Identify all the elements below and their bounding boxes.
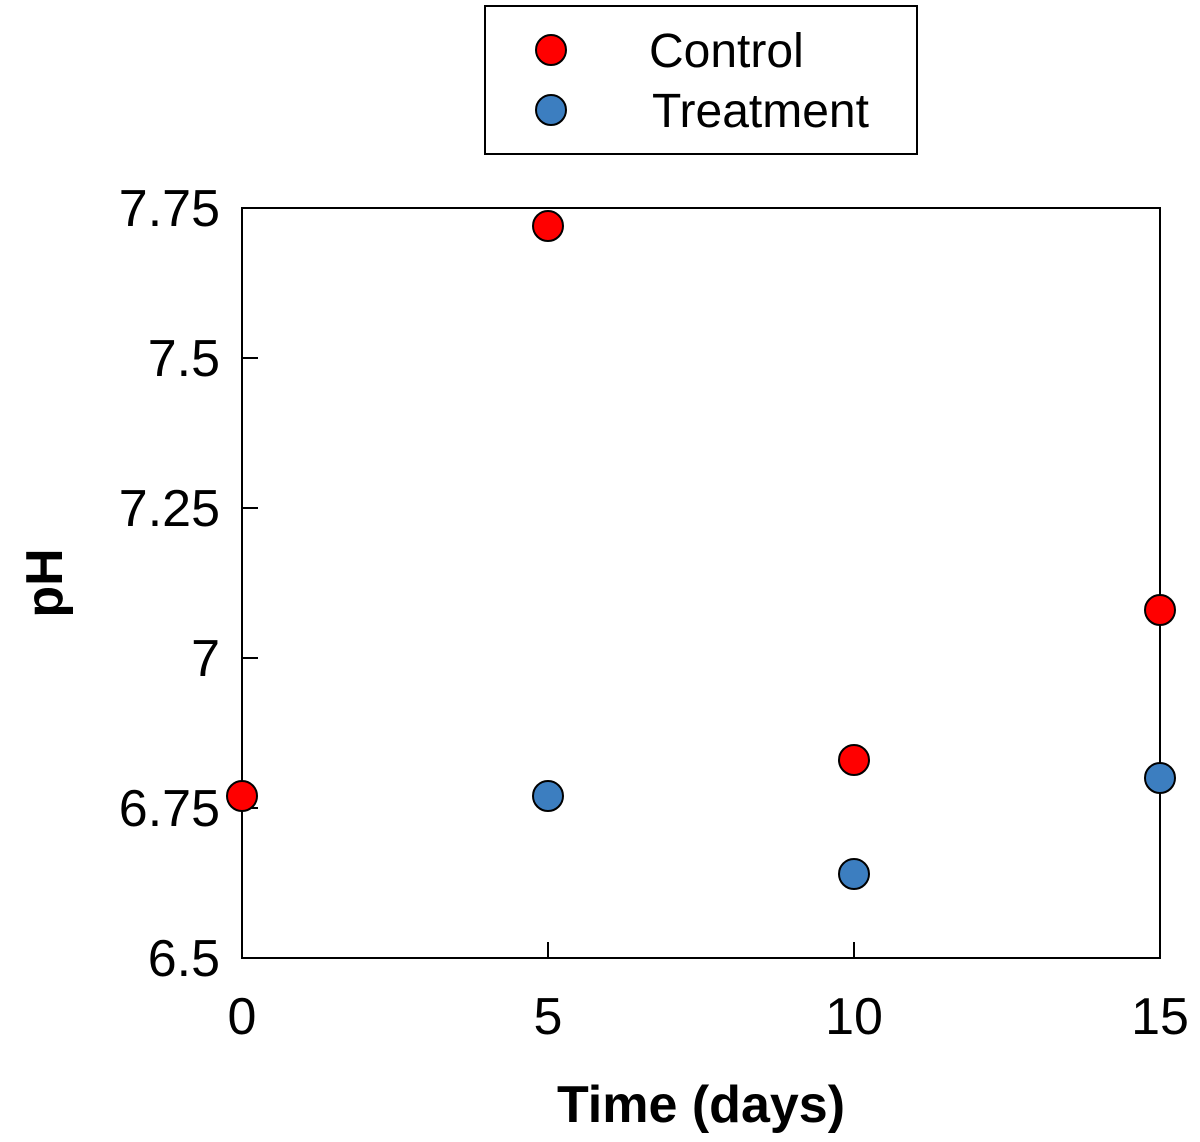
legend-marker-treatment: [535, 94, 567, 126]
legend-marker-control: [535, 34, 567, 66]
data-point-control: [532, 210, 564, 242]
x-tick-label: 10: [825, 988, 883, 1046]
data-point-treatment: [532, 780, 564, 812]
data-point-treatment: [838, 858, 870, 890]
y-axis-title: pH: [16, 548, 74, 617]
y-tick-label: 7: [191, 630, 220, 688]
y-tick-label: 6.75: [119, 780, 220, 838]
y-tick-label: 7.5: [148, 330, 220, 388]
y-tick-label: 7.25: [119, 480, 220, 538]
x-axis-title: Time (days): [557, 1076, 845, 1134]
x-tick-label: 15: [1131, 988, 1189, 1046]
legend-box: [484, 5, 918, 155]
x-tick-label: 5: [534, 988, 563, 1046]
data-point-control: [1144, 594, 1176, 626]
y-tick-label: 7.75: [119, 180, 220, 238]
y-axis: 6.5 6.75 7 7.25 7.5 7.75: [119, 180, 258, 988]
data-points: [226, 210, 1176, 890]
x-axis: 0 5 10 15: [228, 942, 1189, 1046]
x-tick-label: 0: [228, 988, 257, 1046]
plot-area-frame: [241, 207, 1161, 959]
legend-label-treatment: Treatment: [652, 85, 869, 138]
data-point-control: [226, 780, 258, 812]
data-point-control: [838, 744, 870, 776]
legend-label-control: Control: [649, 25, 804, 78]
legend: Control Treatment: [484, 5, 918, 155]
data-point-treatment: [1144, 762, 1176, 794]
y-tick-label: 6.5: [148, 930, 220, 988]
